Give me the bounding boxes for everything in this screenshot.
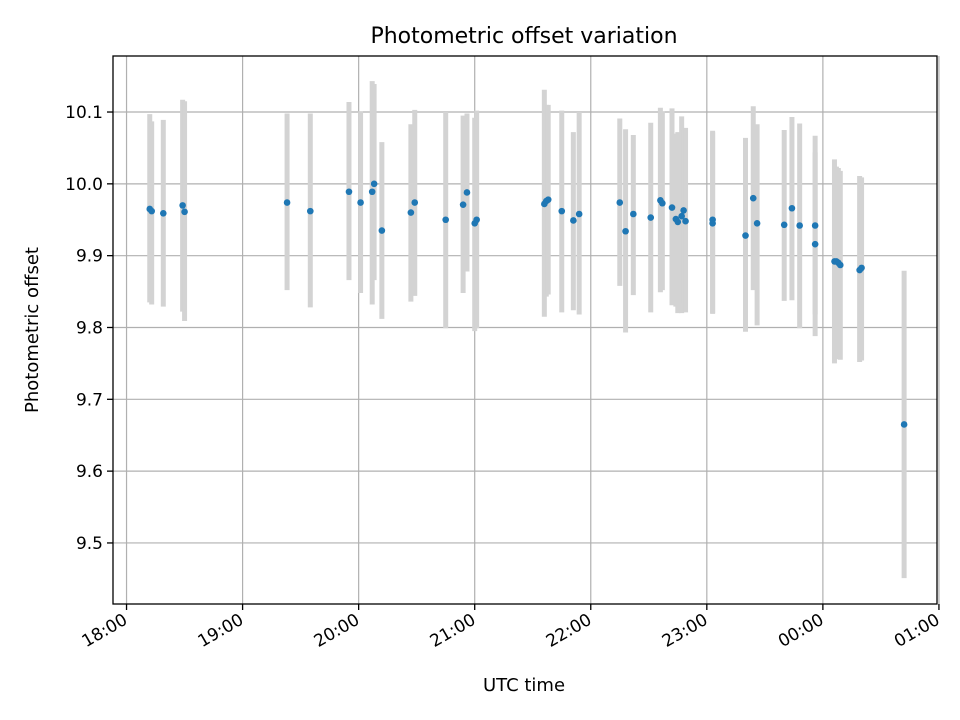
data-point (544, 196, 552, 203)
data-point (378, 227, 386, 234)
x-tick-label: 20:00 (311, 610, 363, 652)
chart-title: Photometric offset variation (370, 24, 677, 49)
data-point (411, 199, 419, 206)
data-point (742, 232, 749, 239)
data-point (622, 227, 629, 235)
plot-frame (112, 55, 938, 605)
y-tick-label: 9.7 (76, 390, 103, 410)
data-point (900, 421, 908, 428)
data-point (780, 221, 788, 229)
data-point (811, 222, 819, 229)
y-axis: 9.5 9.6 9.7 9.8 9.9 10.0 10.1 (65, 103, 113, 554)
data-point (647, 214, 655, 221)
data-point (159, 209, 167, 217)
data-point (836, 261, 844, 269)
data-point (575, 210, 583, 218)
data-point (858, 264, 865, 272)
data-point (473, 216, 480, 224)
data-point (659, 199, 666, 207)
y-tick-label: 10.0 (65, 175, 103, 195)
data-point (283, 199, 291, 206)
y-tick-label: 10.1 (65, 103, 103, 123)
data-point (442, 216, 449, 224)
data-point (306, 207, 314, 215)
data-point (668, 204, 676, 211)
data-point (345, 188, 353, 196)
x-tick-label: 22:00 (543, 610, 595, 652)
data-point (181, 208, 188, 216)
y-tick-label: 9.5 (76, 534, 103, 554)
data-point (616, 199, 624, 206)
x-tick-label: 01:00 (891, 610, 943, 652)
data-point (709, 220, 716, 227)
data-point (370, 180, 378, 188)
x-tick-label: 18:00 (79, 610, 131, 652)
data-point (682, 217, 689, 225)
y-tick-label: 9.6 (76, 462, 103, 482)
data-point (788, 204, 796, 212)
data-point (753, 220, 761, 227)
data-point (459, 201, 467, 208)
data-point (678, 212, 685, 220)
data-point (357, 199, 364, 206)
data-point (368, 188, 376, 196)
errorbar-layer (147, 81, 907, 579)
data-point (796, 222, 803, 229)
data-point (570, 217, 577, 224)
x-tick-label: 19:00 (195, 610, 247, 652)
x-tick-label: 23:00 (659, 610, 711, 652)
data-point (680, 207, 687, 214)
x-axis-label: UTC time (483, 675, 565, 696)
x-tick-label: 00:00 (775, 610, 827, 652)
data-point (407, 209, 415, 216)
data-point (674, 218, 682, 226)
data-point (463, 189, 471, 196)
data-point (148, 207, 155, 215)
x-axis: 18:00 19:00 20:00 21:00 22:00 23:00 00:00 01:00 (79, 604, 943, 652)
data-point (749, 194, 757, 202)
y-tick-label: 9.9 (76, 247, 103, 267)
data-point (811, 240, 819, 248)
data-point (179, 202, 186, 209)
data-point (630, 210, 637, 218)
data-point (558, 207, 566, 215)
y-tick-label: 9.8 (76, 318, 103, 338)
point-layer (146, 180, 908, 428)
y-axis-label: Photometric offset (22, 247, 43, 413)
x-tick-label: 21:00 (427, 610, 479, 652)
